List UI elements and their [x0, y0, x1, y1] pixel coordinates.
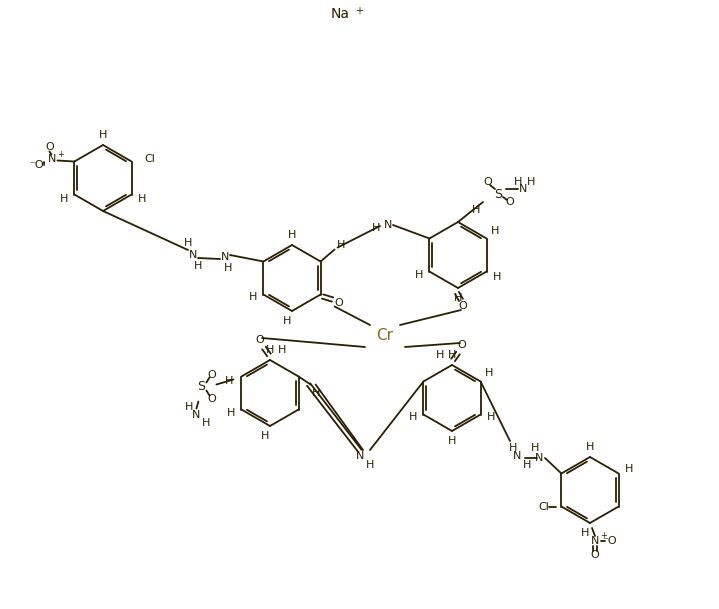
Text: S: S	[198, 380, 206, 393]
Text: H: H	[224, 263, 232, 273]
Text: ⁻O: ⁻O	[29, 160, 44, 169]
Text: O: O	[45, 141, 54, 152]
Text: +: +	[58, 150, 64, 159]
Text: H: H	[184, 238, 192, 248]
Text: H: H	[448, 436, 456, 446]
Text: O: O	[207, 393, 216, 404]
Text: H: H	[509, 443, 517, 453]
Text: H: H	[581, 528, 589, 538]
Text: Na: Na	[331, 7, 350, 21]
Text: H: H	[194, 261, 202, 271]
Text: H: H	[278, 345, 286, 355]
Text: O: O	[459, 301, 467, 311]
Text: H: H	[266, 345, 274, 355]
Text: N: N	[384, 220, 392, 230]
Text: H: H	[409, 412, 418, 423]
Text: H: H	[60, 194, 68, 205]
Text: H: H	[372, 223, 380, 233]
Text: +: +	[355, 6, 363, 16]
Text: H: H	[137, 194, 146, 205]
Text: N: N	[513, 451, 521, 461]
Text: H: H	[531, 443, 539, 453]
Text: H: H	[493, 272, 500, 281]
Text: H: H	[225, 376, 234, 387]
Text: H: H	[448, 350, 456, 360]
Text: O: O	[505, 197, 514, 207]
Text: O: O	[457, 340, 467, 350]
Text: O: O	[590, 550, 600, 560]
Text: H: H	[261, 431, 269, 441]
Text: N: N	[192, 409, 201, 420]
Text: H: H	[485, 368, 493, 379]
Text: N: N	[189, 250, 197, 260]
Text: H: H	[472, 205, 480, 215]
Text: O: O	[484, 177, 493, 187]
Text: H: H	[624, 463, 633, 474]
Text: H: H	[527, 177, 535, 187]
Text: H: H	[202, 418, 211, 428]
Text: N: N	[221, 252, 229, 262]
Text: N: N	[591, 536, 599, 546]
Text: H: H	[436, 350, 444, 360]
Text: H: H	[249, 292, 257, 303]
Text: H: H	[514, 177, 522, 187]
Text: H: H	[586, 442, 594, 452]
Text: Cr: Cr	[377, 328, 393, 342]
Text: H: H	[288, 230, 296, 240]
Text: H: H	[99, 130, 107, 140]
Text: H: H	[454, 293, 462, 303]
Text: Cl: Cl	[144, 153, 155, 163]
Text: N: N	[535, 453, 543, 463]
Text: S: S	[494, 188, 502, 200]
Text: N: N	[519, 184, 527, 194]
Text: H: H	[486, 412, 495, 423]
Text: H: H	[336, 241, 345, 250]
Text: O: O	[207, 370, 216, 379]
Text: H: H	[311, 387, 320, 398]
Text: O: O	[334, 298, 343, 308]
Text: H: H	[523, 460, 531, 470]
Text: H: H	[366, 460, 374, 470]
Text: O: O	[256, 335, 265, 345]
Text: H: H	[186, 401, 193, 412]
Text: +: +	[600, 532, 607, 541]
Text: ⁻O: ⁻O	[603, 536, 618, 546]
Text: H: H	[227, 407, 236, 418]
Text: H: H	[416, 270, 423, 280]
Text: Cl: Cl	[538, 501, 549, 512]
Text: H: H	[283, 316, 291, 326]
Text: H: H	[490, 225, 499, 236]
Text: N: N	[48, 155, 57, 164]
Text: N: N	[356, 451, 365, 461]
